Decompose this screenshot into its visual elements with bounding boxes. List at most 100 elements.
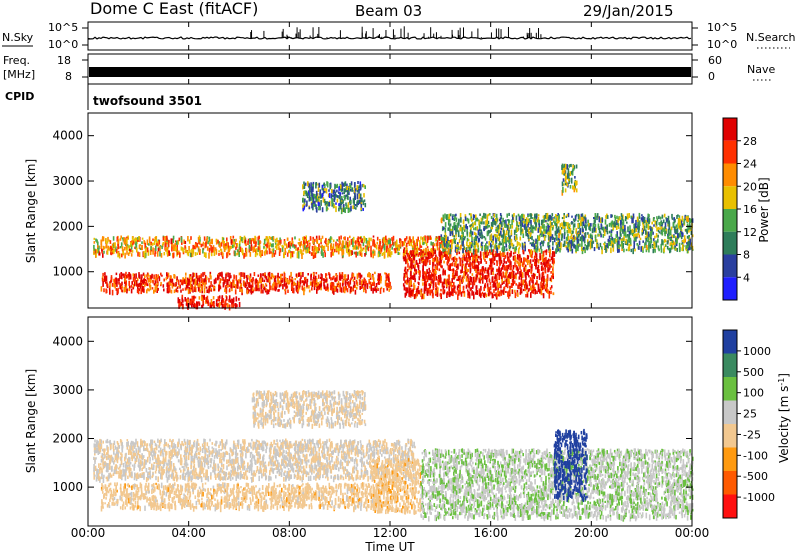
data-cell [655, 221, 658, 227]
data-cell [240, 272, 242, 277]
data-cell [596, 213, 599, 218]
data-cell [349, 286, 352, 292]
data-cell [435, 282, 437, 287]
data-cell [599, 217, 602, 223]
data-cell [410, 293, 412, 296]
data-cell [422, 293, 425, 300]
data-cell [426, 238, 429, 243]
data-cell [475, 274, 478, 279]
data-cell [612, 248, 615, 252]
data-cell [205, 242, 207, 248]
data-cell [443, 289, 446, 294]
data-cell [193, 245, 196, 250]
data-cell [439, 236, 442, 241]
data-cell [612, 224, 615, 230]
data-cell [581, 216, 583, 222]
data-cell [356, 193, 359, 200]
data-cell [565, 215, 568, 218]
data-cell [471, 273, 474, 276]
data-cell [298, 283, 301, 288]
data-cell [490, 270, 493, 275]
data-cell [426, 276, 429, 282]
data-cell [239, 288, 242, 292]
data-cell [469, 255, 471, 258]
data-cell [329, 183, 331, 190]
data-cell [243, 276, 245, 280]
data-cell [431, 249, 433, 255]
data-cell [631, 217, 633, 224]
data-cell [137, 237, 139, 242]
data-cell [254, 235, 256, 241]
data-cell [440, 277, 442, 283]
data-cell [210, 252, 213, 257]
data-cell [449, 265, 451, 271]
data-cell [660, 232, 662, 235]
data-cell [361, 248, 364, 252]
data-cell [281, 247, 284, 252]
data-cell [681, 215, 684, 222]
data-cell [176, 289, 179, 293]
data-cell [290, 279, 293, 282]
data-cell [502, 271, 504, 275]
data-cell [398, 247, 400, 251]
data-cell [245, 275, 248, 279]
data-cell [359, 184, 362, 191]
data-cell [495, 245, 497, 249]
data-cell [176, 249, 178, 252]
data-cell [648, 218, 650, 225]
data-cell [397, 247, 399, 251]
data-cell [339, 282, 342, 287]
data-cell [341, 275, 343, 279]
data-cell [257, 246, 260, 250]
data-cell [325, 238, 327, 245]
data-cell [430, 241, 432, 246]
data-cell [497, 289, 500, 295]
data-cell [619, 216, 621, 221]
data-cell [617, 247, 619, 253]
data-cell [686, 230, 688, 233]
data-cell [479, 272, 482, 275]
data-cell [348, 252, 350, 257]
data-cell [120, 235, 122, 239]
data-cell [487, 220, 490, 225]
data-cell [664, 239, 667, 242]
data-cell [172, 252, 175, 258]
data-cell [658, 227, 661, 230]
data-cell [387, 239, 390, 245]
data-cell [550, 290, 552, 295]
data-cell [208, 252, 210, 259]
data-cell [438, 268, 441, 272]
data-cell [583, 238, 586, 244]
data-cell [166, 253, 169, 257]
data-cell [552, 246, 554, 250]
data-cell [522, 220, 525, 224]
data-cell [683, 238, 685, 244]
data-cell [288, 250, 290, 254]
data-cell [302, 252, 304, 255]
data-cell [291, 251, 294, 258]
data-cell [598, 234, 600, 237]
data-cell [488, 278, 491, 283]
data-cell [640, 246, 642, 252]
data-cell [605, 248, 607, 253]
data-cell [410, 279, 412, 285]
data-cell [453, 281, 455, 287]
data-cell [612, 237, 614, 243]
data-cell [188, 246, 190, 251]
data-cell [519, 260, 522, 267]
data-cell [171, 284, 174, 289]
data-cell [438, 235, 441, 241]
data-cell [646, 247, 648, 251]
data-cell [492, 217, 495, 222]
data-cell [169, 282, 172, 286]
data-cell [325, 273, 328, 276]
data-cell [530, 219, 532, 225]
data-cell [251, 279, 254, 283]
data-cell [192, 244, 194, 250]
data-cell [266, 236, 269, 243]
data-cell [464, 216, 467, 222]
data-cell [102, 281, 104, 287]
data-cell [119, 246, 122, 249]
data-cell [257, 274, 260, 277]
data-cell [339, 286, 342, 292]
